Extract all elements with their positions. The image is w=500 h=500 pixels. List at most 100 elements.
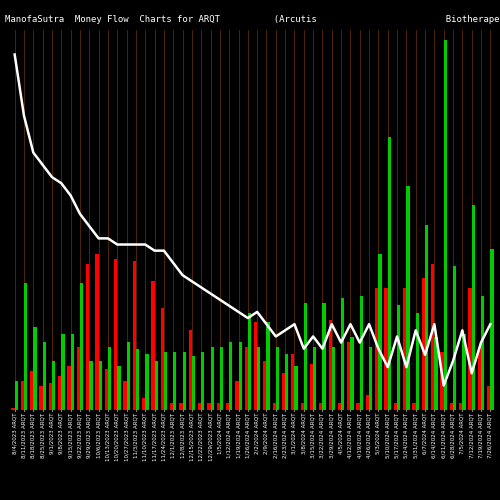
Bar bbox=[319, 402, 322, 410]
Bar bbox=[450, 402, 453, 410]
Bar bbox=[145, 354, 148, 410]
Bar bbox=[70, 334, 74, 410]
Bar bbox=[86, 264, 90, 410]
Bar bbox=[453, 266, 456, 410]
Bar bbox=[300, 402, 304, 410]
Bar bbox=[244, 346, 248, 410]
Bar bbox=[347, 342, 350, 410]
Bar bbox=[34, 327, 36, 410]
Bar bbox=[216, 402, 220, 410]
Bar bbox=[487, 386, 490, 410]
Bar bbox=[425, 225, 428, 410]
Bar bbox=[170, 402, 173, 410]
Bar bbox=[462, 334, 466, 410]
Bar bbox=[356, 402, 360, 410]
Bar bbox=[434, 337, 438, 410]
Bar bbox=[68, 366, 70, 410]
Bar bbox=[338, 402, 341, 410]
Bar bbox=[285, 354, 288, 410]
Bar bbox=[20, 381, 24, 410]
Bar bbox=[276, 346, 279, 410]
Bar bbox=[142, 398, 145, 410]
Text: ManofaSutra  Money Flow  Charts for ARQT          (Arcutis                      : ManofaSutra Money Flow Charts for ARQT (… bbox=[5, 15, 500, 24]
Bar bbox=[173, 352, 176, 410]
Bar bbox=[198, 402, 201, 410]
Bar bbox=[406, 186, 410, 410]
Bar bbox=[403, 288, 406, 410]
Bar bbox=[478, 346, 481, 410]
Bar bbox=[304, 303, 307, 410]
Bar bbox=[444, 40, 447, 410]
Bar bbox=[313, 346, 316, 410]
Bar bbox=[132, 262, 136, 410]
Bar bbox=[58, 376, 61, 410]
Bar bbox=[80, 284, 83, 410]
Bar bbox=[254, 322, 257, 410]
Bar bbox=[40, 386, 42, 410]
Bar bbox=[136, 349, 139, 410]
Bar bbox=[226, 402, 229, 410]
Bar bbox=[431, 264, 434, 410]
Bar bbox=[62, 334, 64, 410]
Bar bbox=[294, 366, 298, 410]
Bar bbox=[104, 368, 108, 410]
Bar bbox=[472, 206, 475, 410]
Bar bbox=[154, 362, 158, 410]
Bar bbox=[48, 383, 52, 410]
Bar bbox=[481, 296, 484, 410]
Bar bbox=[397, 306, 400, 410]
Bar bbox=[164, 352, 167, 410]
Bar bbox=[248, 312, 251, 410]
Bar bbox=[375, 288, 378, 410]
Bar bbox=[229, 342, 232, 410]
Bar bbox=[12, 408, 14, 410]
Bar bbox=[126, 342, 130, 410]
Bar bbox=[14, 381, 18, 410]
Bar bbox=[42, 342, 46, 410]
Bar bbox=[291, 354, 294, 410]
Bar bbox=[235, 381, 238, 410]
Bar bbox=[210, 346, 214, 410]
Bar bbox=[394, 402, 397, 410]
Bar bbox=[350, 337, 354, 410]
Bar bbox=[124, 381, 126, 410]
Bar bbox=[384, 288, 388, 410]
Bar bbox=[266, 322, 270, 410]
Bar bbox=[263, 362, 266, 410]
Bar bbox=[332, 346, 335, 410]
Bar bbox=[52, 362, 55, 410]
Bar bbox=[208, 402, 210, 410]
Bar bbox=[30, 371, 34, 410]
Bar bbox=[118, 366, 120, 410]
Bar bbox=[90, 362, 92, 410]
Bar bbox=[366, 396, 369, 410]
Bar bbox=[360, 296, 363, 410]
Bar bbox=[388, 137, 391, 410]
Bar bbox=[114, 259, 117, 410]
Bar bbox=[412, 402, 416, 410]
Bar bbox=[76, 346, 80, 410]
Bar bbox=[24, 284, 28, 410]
Bar bbox=[416, 312, 419, 410]
Bar bbox=[257, 346, 260, 410]
Bar bbox=[341, 298, 344, 410]
Bar bbox=[459, 402, 462, 410]
Bar bbox=[108, 346, 111, 410]
Bar bbox=[490, 249, 494, 410]
Bar bbox=[201, 352, 204, 410]
Bar bbox=[369, 346, 372, 410]
Bar bbox=[378, 254, 382, 410]
Bar bbox=[272, 402, 276, 410]
Bar bbox=[422, 278, 425, 410]
Bar bbox=[220, 346, 223, 410]
Bar bbox=[192, 356, 195, 410]
Bar bbox=[152, 281, 154, 410]
Bar bbox=[440, 352, 444, 410]
Bar bbox=[180, 402, 182, 410]
Bar bbox=[468, 288, 471, 410]
Bar bbox=[98, 362, 102, 410]
Bar bbox=[310, 364, 313, 410]
Bar bbox=[328, 320, 332, 410]
Bar bbox=[282, 374, 285, 410]
Bar bbox=[160, 308, 164, 410]
